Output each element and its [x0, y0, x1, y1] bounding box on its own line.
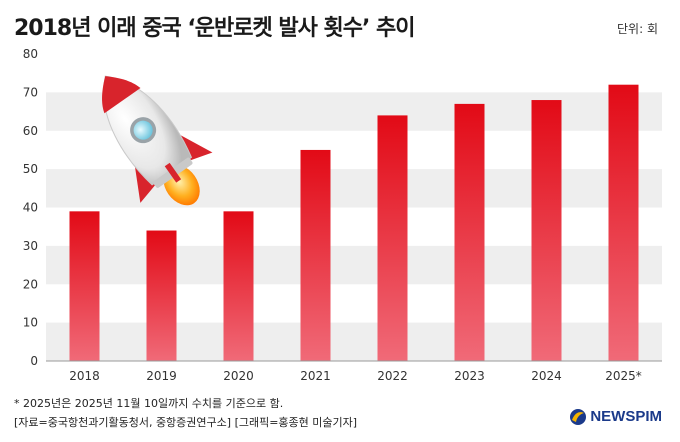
- y-tick-label: 60: [23, 124, 38, 138]
- x-tick-label: 2025*: [605, 369, 642, 383]
- y-tick-label: 40: [23, 201, 38, 215]
- logo-icon: [570, 408, 587, 425]
- unit-label: 단위: 회: [617, 22, 658, 36]
- x-tick-label: 2024: [531, 369, 562, 383]
- grid-band: [46, 322, 662, 361]
- bar-2023: [454, 103, 485, 361]
- bar-2025*: [608, 84, 639, 361]
- x-tick-label: 2019: [146, 369, 177, 383]
- bar-2020: [223, 211, 254, 361]
- y-tick-label: 10: [23, 316, 38, 330]
- x-tick-label: 2022: [377, 369, 408, 383]
- rocket-center-fin: [164, 162, 182, 183]
- x-tick-label: 2023: [454, 369, 485, 383]
- chart-title: 2018년 이래 중국 ‘운반로켓 발사 횟수’ 추이: [14, 16, 416, 41]
- bar-2024: [531, 100, 562, 362]
- footnote: * 2025년은 2025년 11월 10일까지 수치를 기준으로 함.: [14, 397, 284, 410]
- rocket-illustration: [102, 75, 213, 206]
- newspim-logo: NEWSPIM: [570, 408, 662, 425]
- logo-text: NEWSPIM: [590, 408, 662, 425]
- rocket-fin-left: [134, 163, 155, 203]
- grid-band: [46, 245, 662, 285]
- footer-notes: * 2025년은 2025년 11월 10일까지 수치를 기준으로 함. [자료…: [14, 394, 357, 432]
- bar-2022: [377, 115, 408, 362]
- bar-2018: [69, 211, 100, 361]
- rocket-fin-right: [177, 133, 213, 161]
- x-tick-label: 2021: [300, 369, 331, 383]
- rocket-nose: [102, 76, 141, 114]
- source-credit: [자료=중국항천과기활동청서, 중항증권연구소] [그래픽=홍종현 미술기자]: [14, 416, 358, 429]
- x-tick-label: 2018: [69, 369, 100, 383]
- bar-2021: [300, 149, 331, 361]
- y-tick-label: 80: [23, 47, 38, 61]
- y-tick-label: 50: [23, 162, 38, 176]
- rocket-window: [133, 120, 153, 140]
- bar-2019: [146, 230, 177, 361]
- y-tick-label: 70: [23, 85, 38, 99]
- y-tick-label: 30: [23, 239, 38, 253]
- y-tick-label: 0: [30, 354, 38, 368]
- y-tick-label: 20: [23, 277, 38, 291]
- x-tick-label: 2020: [223, 369, 254, 383]
